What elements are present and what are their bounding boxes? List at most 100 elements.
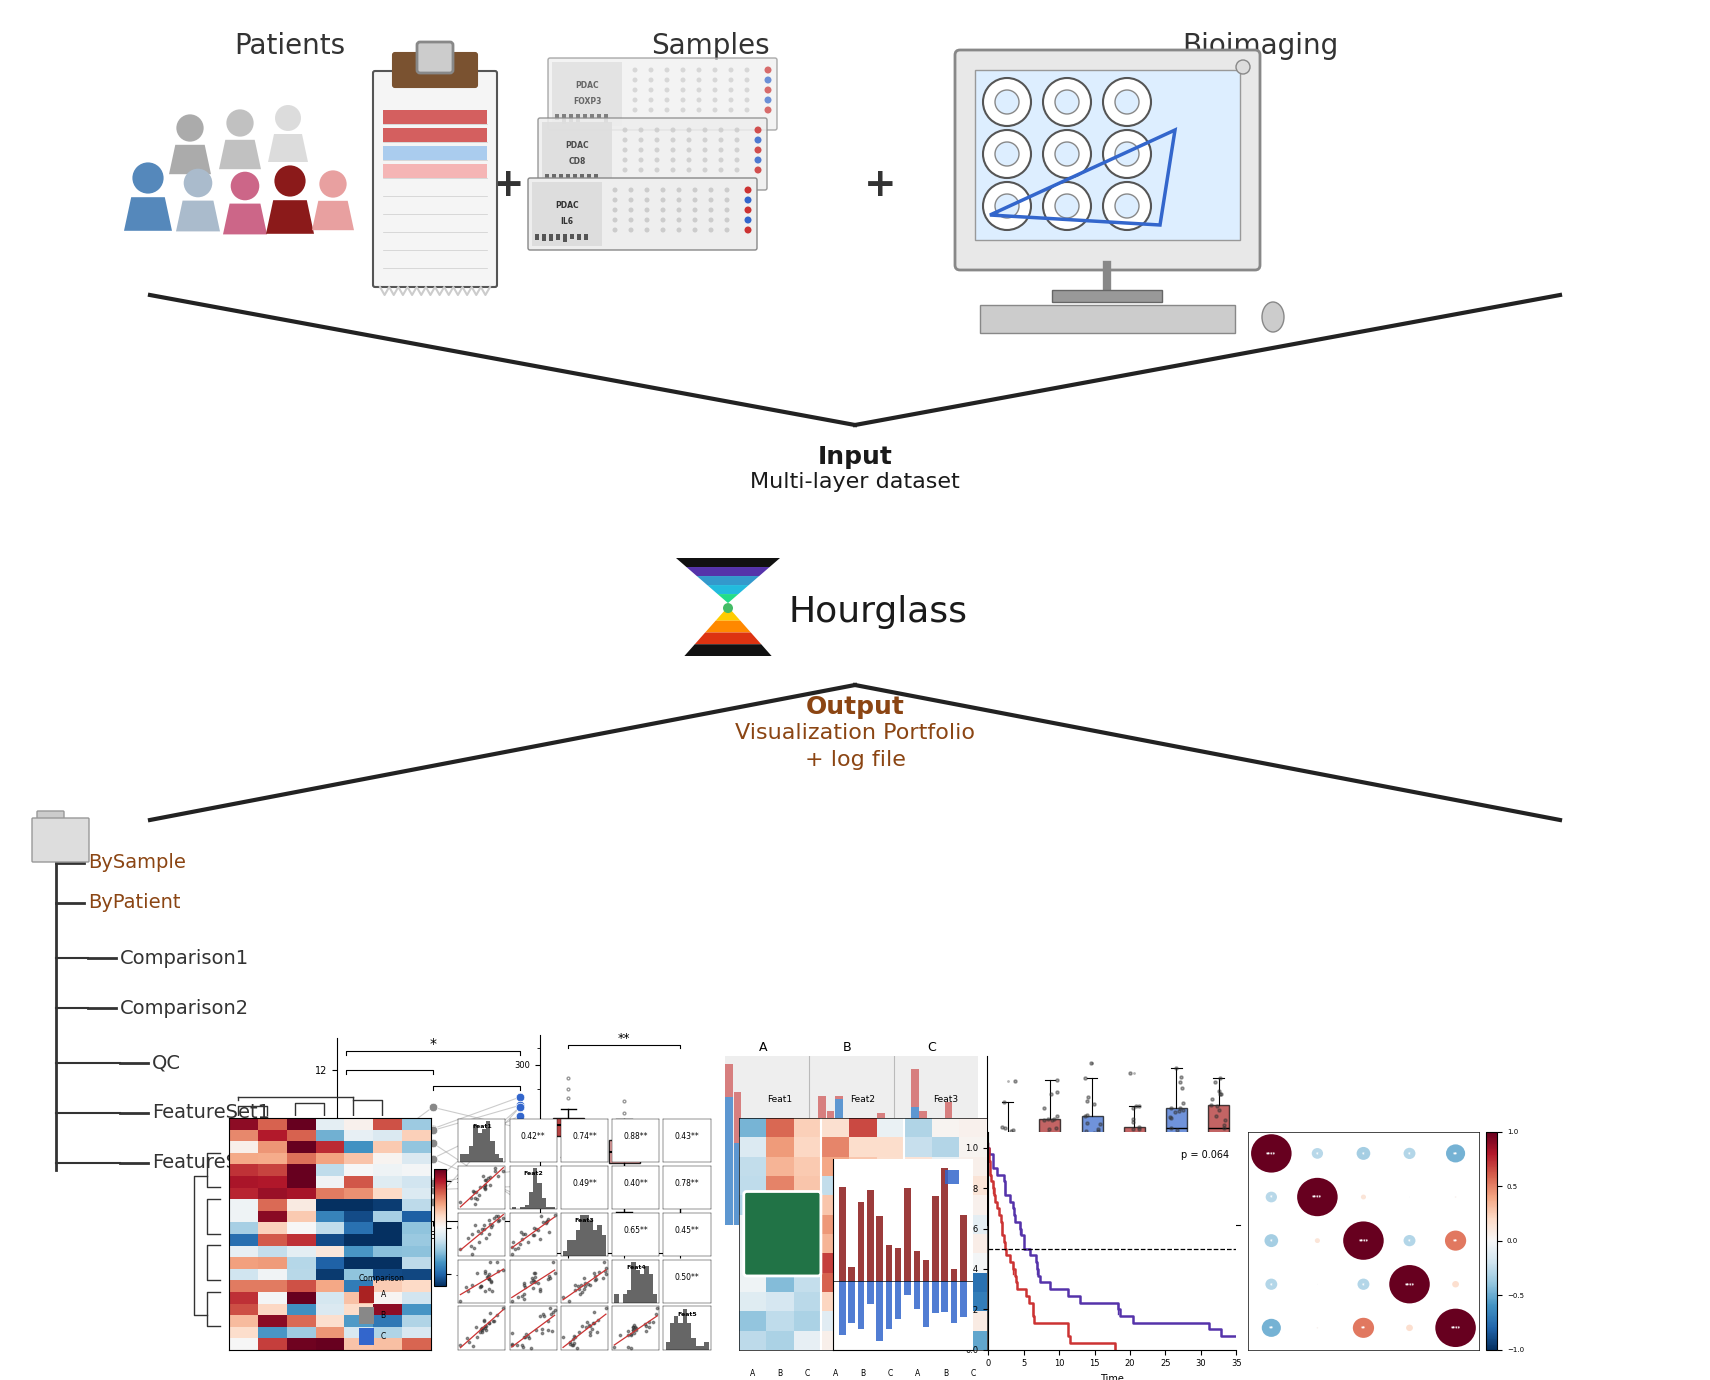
Point <box>1033 1140 1060 1162</box>
Bar <box>942 1281 947 1312</box>
Point <box>1043 1082 1070 1104</box>
Circle shape <box>744 108 749 113</box>
Circle shape <box>660 207 665 213</box>
Point <box>484 1165 511 1187</box>
Point <box>585 1261 612 1283</box>
FancyBboxPatch shape <box>32 818 89 862</box>
Point <box>472 1263 499 1285</box>
Circle shape <box>629 188 633 192</box>
Point <box>1127 1123 1154 1145</box>
Point <box>332 1134 359 1156</box>
Point <box>470 1308 498 1330</box>
Point <box>1165 1119 1192 1141</box>
Circle shape <box>713 77 718 83</box>
Point <box>470 1174 498 1196</box>
Point <box>1206 1067 1233 1089</box>
Circle shape <box>1103 182 1151 230</box>
Bar <box>593 1230 597 1256</box>
Point <box>619 1317 646 1339</box>
Point <box>534 1268 561 1290</box>
Point <box>1077 1130 1105 1152</box>
Circle shape <box>1043 130 1091 178</box>
Text: QC: QC <box>152 1053 181 1072</box>
Circle shape <box>183 168 212 197</box>
Point <box>1117 1061 1144 1083</box>
Point <box>1168 1065 1195 1087</box>
Circle shape <box>995 195 1019 218</box>
Bar <box>563 1250 568 1256</box>
Circle shape <box>983 182 1031 230</box>
Point <box>472 1177 499 1199</box>
Text: CD8: CD8 <box>568 157 587 167</box>
Circle shape <box>655 148 660 153</box>
Bar <box>653 1294 657 1303</box>
Point <box>419 1096 446 1118</box>
Polygon shape <box>715 609 740 621</box>
Point <box>1197 1094 1224 1116</box>
Text: ****: **** <box>1404 1282 1414 1286</box>
Text: + log file: + log file <box>805 749 905 770</box>
FancyBboxPatch shape <box>539 119 768 190</box>
Bar <box>751 1209 758 1221</box>
Bar <box>359 1286 374 1303</box>
Bar <box>843 1156 852 1225</box>
Circle shape <box>754 167 761 174</box>
Point <box>475 1223 503 1245</box>
Circle shape <box>708 228 713 232</box>
Point <box>1040 1206 1067 1228</box>
Text: Bioimaging: Bioimaging <box>1182 32 1339 59</box>
Text: C: C <box>887 1369 893 1379</box>
Point <box>506 1096 534 1118</box>
Bar <box>905 1188 911 1281</box>
Point <box>619 1319 646 1341</box>
Point <box>633 1319 660 1341</box>
Point <box>419 1118 446 1140</box>
Point <box>475 1213 503 1235</box>
Point <box>571 1278 598 1300</box>
Point <box>1161 1127 1188 1150</box>
Point <box>600 1336 628 1358</box>
Point <box>472 1169 499 1191</box>
Circle shape <box>629 197 633 203</box>
FancyBboxPatch shape <box>954 50 1260 270</box>
Circle shape <box>703 157 708 163</box>
Point <box>1127 1154 1154 1176</box>
Point <box>1127 1130 1154 1152</box>
Circle shape <box>735 157 739 163</box>
Bar <box>542 121 612 186</box>
Point <box>540 1250 568 1272</box>
Point <box>477 1270 504 1292</box>
Text: 0.74**: 0.74** <box>573 1133 597 1141</box>
Point <box>510 1223 537 1245</box>
Circle shape <box>1435 1308 1476 1347</box>
Point <box>475 1268 503 1290</box>
Point <box>332 1173 359 1195</box>
Point <box>995 1137 1023 1159</box>
Point <box>631 1314 658 1336</box>
Bar <box>932 1281 939 1312</box>
Polygon shape <box>169 145 210 174</box>
Text: ByPatient: ByPatient <box>87 893 181 912</box>
Point <box>994 1137 1021 1159</box>
Bar <box>590 115 593 119</box>
PathPatch shape <box>1081 1115 1103 1141</box>
Point <box>1079 1127 1106 1150</box>
Point <box>477 1303 504 1325</box>
Point <box>467 1275 494 1297</box>
Bar <box>585 1214 588 1256</box>
Point <box>530 1305 557 1328</box>
Point <box>511 1326 539 1348</box>
Circle shape <box>670 157 675 163</box>
Point <box>559 1334 587 1357</box>
Circle shape <box>629 228 633 232</box>
Circle shape <box>713 98 718 102</box>
Point <box>472 1174 499 1196</box>
Point <box>462 1194 489 1216</box>
Point <box>1170 1100 1197 1122</box>
Bar <box>556 235 559 240</box>
Point <box>475 1209 503 1231</box>
Point <box>1211 1136 1238 1158</box>
Bar <box>628 1290 631 1303</box>
Point <box>1035 1118 1062 1140</box>
Text: *: * <box>1271 1238 1272 1243</box>
